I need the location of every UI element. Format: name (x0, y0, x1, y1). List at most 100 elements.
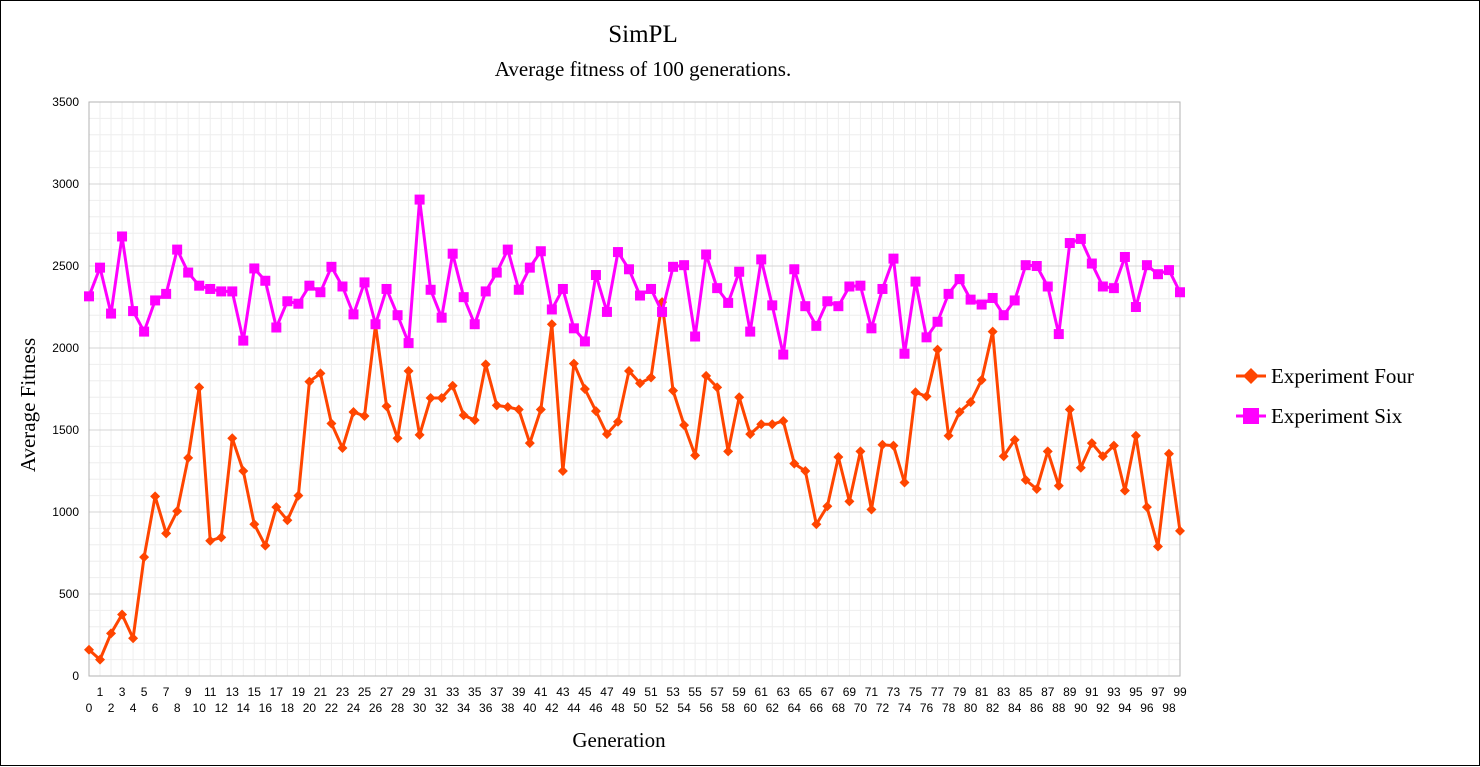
x-tick-label: 23 (336, 685, 350, 699)
data-point (117, 231, 128, 242)
data-point (932, 344, 943, 355)
x-tick-label: 74 (898, 701, 912, 715)
data-point (932, 316, 943, 327)
x-tick-label: 78 (942, 701, 956, 715)
legend-item-experiment-four[interactable]: Experiment Four (1236, 364, 1414, 388)
x-tick-label: 80 (964, 701, 978, 715)
legend-label: Experiment Four (1271, 364, 1414, 388)
x-tick-label: 34 (457, 701, 471, 715)
data-point (612, 416, 623, 427)
data-point (668, 385, 679, 396)
data-point (1064, 238, 1075, 249)
data-point (657, 306, 668, 317)
data-point (756, 254, 767, 265)
data-point (535, 246, 546, 257)
data-point (447, 380, 458, 391)
x-tick-label: 39 (512, 685, 526, 699)
x-tick-label: 13 (226, 685, 240, 699)
data-point (414, 194, 425, 205)
data-point (139, 326, 150, 337)
data-point (635, 290, 646, 301)
data-point (646, 283, 657, 294)
data-point (128, 306, 139, 317)
data-point (899, 477, 910, 488)
data-point (1020, 260, 1031, 271)
x-tick-label: 68 (832, 701, 846, 715)
data-point (216, 532, 227, 543)
data-point (304, 280, 315, 291)
legend-item-experiment-six[interactable]: Experiment Six (1236, 404, 1403, 428)
data-point (535, 404, 546, 415)
series-layer (84, 194, 1185, 665)
data-point (172, 506, 183, 517)
data-point (183, 452, 194, 463)
x-tick-label: 41 (534, 685, 548, 699)
x-tick-label: 24 (347, 701, 361, 715)
data-point (855, 446, 866, 457)
data-point (1075, 233, 1086, 244)
x-tick-label: 88 (1052, 701, 1066, 715)
data-point (1175, 287, 1185, 298)
data-point (745, 326, 756, 337)
data-point (337, 443, 348, 454)
data-point (965, 397, 976, 408)
x-tick-label: 8 (174, 701, 181, 715)
data-point (998, 310, 1009, 321)
x-tick-label: 12 (215, 701, 229, 715)
x-tick-label: 90 (1074, 701, 1088, 715)
data-point (546, 319, 557, 330)
data-point (833, 301, 844, 312)
series-line (87, 198, 1182, 357)
legend[interactable]: Experiment Four Experiment Six (1236, 364, 1414, 428)
legend-marker (1243, 368, 1259, 384)
data-point (502, 244, 513, 255)
data-point (381, 401, 392, 412)
x-tick-label: 59 (733, 685, 747, 699)
data-point (513, 404, 524, 415)
x-tick-label: 6 (152, 701, 159, 715)
data-point (293, 298, 304, 309)
data-point (690, 331, 701, 342)
data-point (216, 286, 227, 297)
x-tick-label: 16 (259, 701, 273, 715)
x-tick-label: 76 (920, 701, 934, 715)
data-point (392, 310, 403, 321)
x-tick-label: 18 (281, 701, 295, 715)
data-point (1031, 484, 1042, 495)
x-tick-label: 65 (799, 685, 813, 699)
data-point (271, 322, 282, 333)
data-point (150, 491, 161, 502)
y-tick-label: 1000 (52, 505, 79, 519)
x-tick-label: 66 (810, 701, 824, 715)
data-point (95, 654, 106, 665)
data-point (954, 406, 965, 417)
x-tick-label: 38 (501, 701, 515, 715)
data-point (623, 365, 634, 376)
x-tick-label: 69 (843, 685, 857, 699)
data-point (238, 466, 249, 476)
plot-area (88, 101, 1181, 677)
data-point (348, 309, 359, 320)
x-tick-label: 49 (622, 685, 636, 699)
x-tick-label: 50 (633, 701, 647, 715)
data-point (877, 439, 888, 450)
data-point (723, 297, 734, 308)
x-tick-label: 56 (699, 701, 713, 715)
x-tick-label: 81 (975, 685, 989, 699)
series-experiment-four (84, 297, 1185, 665)
x-tick-label: 14 (237, 701, 251, 715)
data-point (326, 261, 337, 272)
data-point (403, 365, 414, 376)
data-point (183, 267, 194, 278)
data-point (1130, 302, 1141, 312)
data-point (679, 260, 690, 271)
data-point (205, 283, 216, 294)
chart-title: SimPL (608, 21, 677, 48)
x-tick-label: 27 (380, 685, 394, 699)
x-tick-label: 96 (1140, 701, 1154, 715)
data-point (910, 387, 921, 398)
x-tick-label: 58 (721, 701, 735, 715)
data-point (557, 283, 568, 294)
y-tick-label: 2500 (52, 259, 79, 273)
